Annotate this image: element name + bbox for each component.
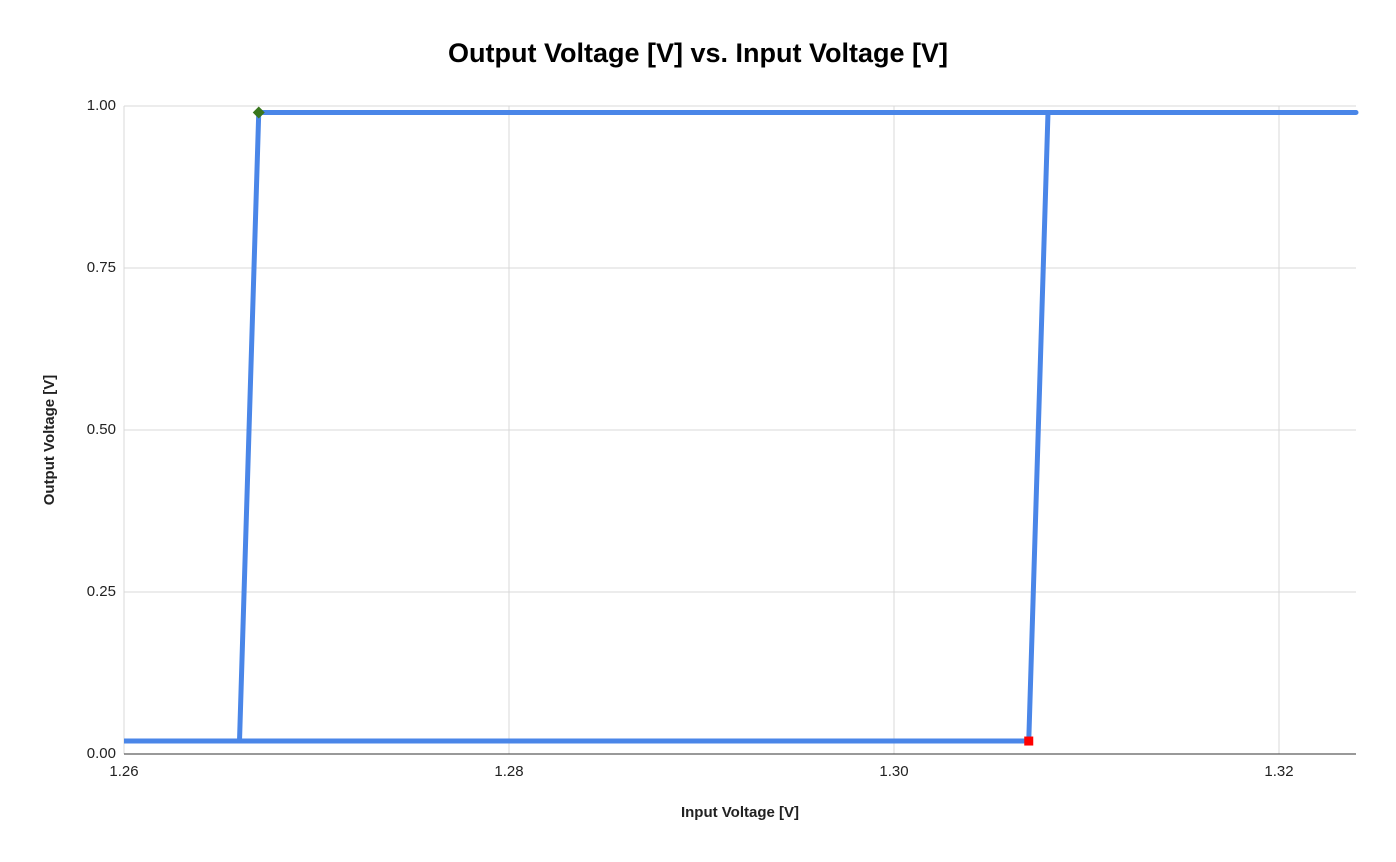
- x-tick-label: 1.26: [109, 763, 138, 780]
- y-tick-label: 1.00: [87, 97, 116, 114]
- y-tick-label: 0.75: [87, 259, 116, 276]
- y-tick-label: 0.00: [87, 745, 116, 762]
- point-marker: [252, 106, 265, 119]
- x-tick-label: 1.32: [1264, 763, 1293, 780]
- chart-title: Output Voltage [V] vs. Input Voltage [V]: [448, 38, 948, 68]
- point-marker: [1024, 736, 1034, 746]
- x-tick-label: 1.30: [879, 763, 908, 780]
- y-tick-label: 0.25: [87, 583, 116, 600]
- x-tick-label: 1.28: [494, 763, 523, 780]
- y-tick-label: 0.50: [87, 421, 116, 438]
- x-axis-title: Input Voltage [V]: [681, 804, 799, 821]
- y-axis-title: Output Voltage [V]: [41, 375, 58, 506]
